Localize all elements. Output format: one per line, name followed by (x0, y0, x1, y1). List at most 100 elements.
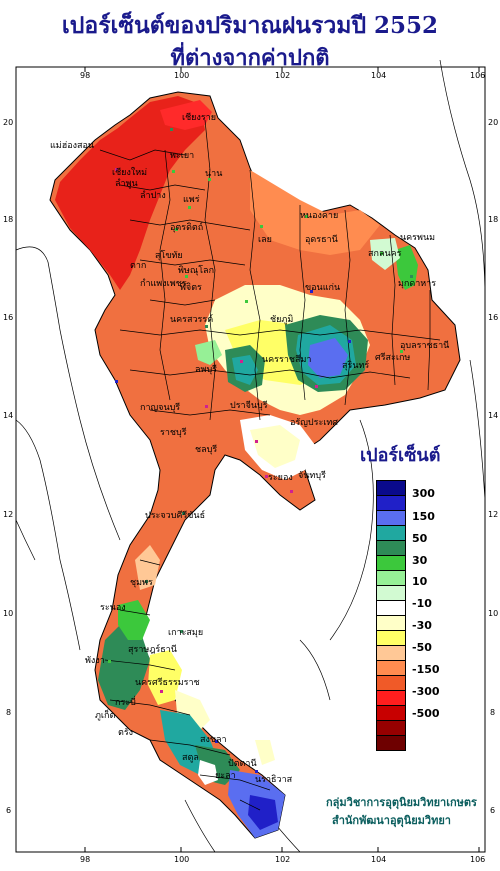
legend-swatch (376, 631, 406, 646)
label-surat-thani: สุราษฎร์ธานี (128, 643, 177, 655)
lat-tick-right-8: 8 (490, 708, 495, 717)
longitude-ticks-bottom: 98 100 102 104 106 (80, 847, 485, 864)
label-satun: สตูล (182, 753, 199, 763)
label-phrae: แพร่ (183, 195, 200, 205)
legend-swatch (376, 511, 406, 526)
credit-line1: กลุ่มวิชาการอุตุนิยมวิทยาเกษตร (326, 796, 477, 809)
label-aranyaprathet: อรัญประเทศ (290, 418, 338, 428)
label-nong-khai: หนองคาย (300, 211, 338, 221)
label-ubon-ratchathani: อุบลราชธานี (400, 340, 449, 351)
label-sukhothai: สุโขทัย (155, 250, 183, 261)
legend-label: -30 (412, 619, 432, 632)
lat-tick-right-12: 12 (488, 510, 498, 519)
legend-swatch (376, 586, 406, 601)
legend-swatch (376, 691, 406, 706)
map-title-line1: เปอร์เซ็นต์ของปริมาณฝนรวมปี 2552 (61, 12, 439, 39)
legend-swatch (376, 601, 406, 616)
lat-tick-left-12: 12 (3, 510, 13, 519)
label-ko-samui: เกาะสมุย (168, 628, 203, 638)
label-si-sa-ket: ศรีสะเกษ (375, 352, 410, 363)
label-trang: ตรัง (118, 728, 133, 738)
label-udon-thani: อุดรธานี (305, 234, 338, 245)
label-ranong: ระนอง (100, 603, 126, 613)
legend-swatch (376, 571, 406, 586)
lat-tick-left-18: 18 (3, 215, 13, 224)
lon-tick-bottom-100: 100 (174, 855, 189, 864)
color-legend (376, 480, 406, 751)
lat-tick-left-14: 14 (3, 411, 13, 420)
label-chiang-mai: เชียงใหม่ (112, 167, 147, 178)
label-rayong: ระยอง (268, 473, 293, 483)
lat-tick-right-6: 6 (490, 806, 495, 815)
lon-tick-bottom-106: 106 (470, 855, 485, 864)
lat-tick-left-6: 6 (6, 806, 11, 815)
lon-tick-top-98: 98 (80, 71, 90, 80)
label-loei: เลย (258, 235, 272, 245)
lat-tick-left-16: 16 (3, 313, 13, 322)
lat-tick-left-20: 20 (3, 118, 13, 127)
lat-tick-right-10: 10 (488, 609, 498, 618)
longitude-ticks-top: 98 100 102 104 106 (80, 67, 485, 80)
label-nakhon-ratchasima: นครราชสีมา (262, 354, 311, 365)
legend-label: 300 (412, 487, 435, 500)
lon-tick-top-104: 104 (371, 71, 386, 80)
legend-swatch (376, 541, 406, 556)
label-tak: ตาก (130, 261, 146, 271)
legend-title: เปอร์เซ็นต์ (360, 445, 441, 466)
lon-tick-bottom-104: 104 (371, 855, 386, 864)
credit-line2: สำนักพัฒนาอุตุนิยมวิทยา (332, 814, 451, 827)
legend-label: 150 (412, 510, 435, 523)
label-songkhla: สงขลา (200, 735, 227, 745)
label-khon-kaen: ขอนแก่น (305, 283, 340, 293)
label-krabi: กระบี่ (115, 695, 136, 708)
lat-tick-right-16: 16 (488, 313, 498, 322)
label-chon-buri: ชลบุรี (195, 444, 217, 455)
legend-label: 50 (412, 532, 428, 545)
legend-swatch (376, 480, 406, 496)
legend-labels: 300 150 50 30 10 -10 -30 -50 -150 -300 -… (412, 487, 440, 720)
label-pattani: ปัตตานี (228, 758, 257, 769)
label-phichit: พิจิตร (180, 282, 202, 293)
label-phuket: ภูเก็ต (95, 708, 115, 721)
legend-swatch (376, 721, 406, 736)
label-phitsanulok: พิษณุโลก (178, 265, 214, 276)
label-prachuap: ประจวบคีรีขันธ์ (145, 509, 205, 521)
legend-swatch (376, 661, 406, 676)
label-prachin-buri: ปราจีนบุรี (230, 400, 268, 411)
label-surin: สุรินทร์ (342, 359, 369, 371)
label-kamphaeng-phet: กำแพงเพชร (140, 278, 187, 289)
lon-tick-bottom-102: 102 (275, 855, 290, 864)
lat-tick-right-20: 20 (488, 118, 498, 127)
legend-label: 10 (412, 575, 428, 588)
latitude-ticks-left: 20 18 16 14 12 10 8 6 (3, 118, 13, 815)
label-chiang-rai: เชียงราย (182, 112, 216, 123)
legend-swatch (376, 646, 406, 661)
label-lampang: ลำปาง (140, 190, 166, 201)
legend-swatch (376, 706, 406, 721)
label-phayao: พะเยา (170, 151, 194, 161)
legend-swatch (376, 616, 406, 631)
label-ratchaburi: ราชบุรี (160, 427, 187, 438)
legend-swatch (376, 496, 406, 511)
legend-label: -300 (412, 685, 440, 698)
lat-tick-right-18: 18 (488, 215, 498, 224)
legend-swatch (376, 526, 406, 541)
legend-label: -50 (412, 641, 432, 654)
legend-swatch (376, 736, 406, 751)
legend-label: -10 (412, 597, 432, 610)
label-lop-buri: ลพบุรี (195, 364, 217, 375)
legend-swatch (376, 676, 406, 691)
latitude-ticks-right: 20 18 16 14 12 10 8 6 (488, 118, 498, 815)
station-markers (108, 128, 413, 773)
label-nan: น่าน (205, 169, 222, 179)
legend-swatch (376, 556, 406, 571)
label-lamphun: ลำพูน (115, 178, 138, 189)
label-nakhon-phanom: นครพนม (400, 233, 435, 243)
label-nakhon-si-thammarat: นครศรีธรรมราช (135, 677, 200, 688)
legend-label: -150 (412, 663, 440, 676)
province-labels: เชียงราย แม่ฮ่องสอน พะเยา เชียงใหม่ ลำพู… (50, 112, 449, 785)
lon-tick-top-102: 102 (275, 71, 290, 80)
label-kanchanaburi: กาญจนบุรี (140, 402, 180, 413)
label-chumphon: ชุมพร (130, 578, 153, 588)
